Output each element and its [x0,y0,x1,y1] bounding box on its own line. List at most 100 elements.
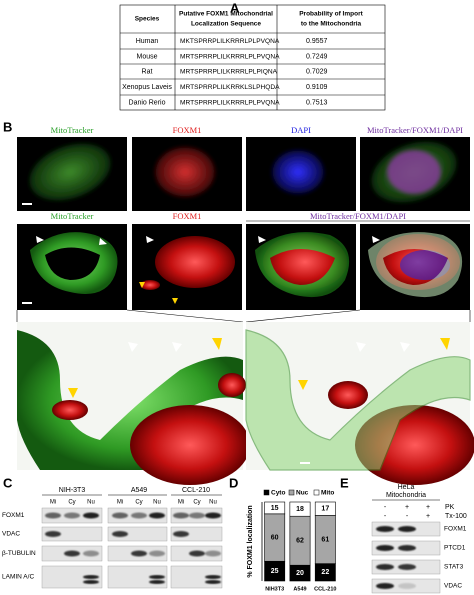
nucleus-render [140,280,160,290]
blot-band [64,550,80,557]
blot-strip [170,526,223,542]
treatment-sign: - [384,504,387,511]
western-blot: HeLa Mitochondria PK Tx-100 - + + - - + FOXM1 P… [371,484,467,594]
x-tick-label: CCL-210 [314,586,336,592]
blot-row-label: FOXM1 [2,512,25,519]
legend-swatch [263,489,270,496]
x-tick-label: A549 [293,586,306,592]
blot-band [189,550,205,557]
species-cell: Human [136,38,159,45]
arrowhead [258,236,266,243]
scale-bar [22,203,32,205]
blot-band [112,512,128,519]
blot-strip [41,526,103,542]
blot-band [83,512,99,519]
treatment-label: PK [445,504,455,511]
sequence-cell: MRTSPRRPLILKRRRLPLPVQNA [180,53,280,60]
table-border [119,4,386,111]
nucleus-render [130,405,250,485]
data-label: 22 [321,569,329,576]
table: Species Putative FOXM1 Mitochondrial Loc… [119,4,386,111]
mito-render [17,330,243,470]
scale-bar [300,462,310,464]
sequence-cell: MRTSPRRPLILKRRRLPLPVQNA [180,99,280,106]
legend-swatch [288,489,295,496]
cell-signal [272,150,324,194]
blot-band [376,564,394,570]
scale-bar [22,302,32,304]
lane-label: Nu [87,500,95,506]
panel-label: E [340,475,349,490]
arrowhead [139,282,145,288]
chart: % FOXM1 localization Cyto Nuc Mito 25 60 15 NIH… [247,490,337,593]
species-cell: Xenopus Laveis [122,84,172,91]
treatment-sign: + [426,504,430,511]
arrowhead [212,338,222,350]
mito-render [30,232,118,294]
mito-render [245,329,471,471]
data-label: 18 [296,506,304,513]
species-cell: Rat [142,68,153,75]
arrowhead [372,236,380,243]
arrowhead [172,298,178,304]
blot-band [376,545,394,551]
blot-band [149,575,165,579]
blot-band [376,526,394,532]
legend-label: Mito [321,490,334,497]
bar-segment [264,501,286,515]
blot-band [376,583,394,589]
blot-band [45,531,61,537]
arrowhead [356,342,366,352]
bar-segment [314,501,336,516]
blot-band [149,512,165,519]
lane-label: Mi [178,500,184,506]
panel-label: C [3,475,13,490]
blot-band [173,531,189,537]
blot-band [131,550,147,557]
arrowhead [128,342,138,352]
blot-title: HeLa [398,484,415,491]
cell-signal [155,147,215,197]
blot-band [131,512,147,519]
table-header: Probability of Import [299,11,363,18]
nucleus-render [155,236,235,288]
cell-signal [387,150,441,194]
probability-cell: 0.7513 [306,99,328,106]
channel-label: MitoTracker [51,211,94,221]
arrowhead [68,388,78,398]
blot-band [83,550,99,557]
sequence-cell: MKTSPRRPLILKRRRLPLPVQNA [180,38,280,45]
blot-band [83,580,99,584]
blot-band [205,575,221,579]
blot-band [205,580,221,584]
legend-label: Nuc [296,490,309,497]
blot-band [205,550,221,557]
probability-cell: 0.7249 [306,53,328,60]
legend-swatch [313,489,320,496]
blot-band [173,512,189,519]
species-cell: Mouse [136,53,157,60]
channel-label: FOXM1 [173,125,202,135]
cell-line-label: NIH-3T3 [59,487,86,494]
cell-line-label: CCL-210 [182,487,210,494]
blot-row-label: β-TUBULIN [2,550,36,557]
data-label: 20 [296,570,304,577]
zoom-line [245,309,361,323]
mito-render [368,232,463,298]
cell-line-label: A549 [131,487,147,494]
data-label: 61 [321,536,329,543]
treatment-sign: + [426,513,430,520]
blot-row-label: LAMIN A/C [2,574,34,581]
channel-label: MitoTracker/FOXM1/DAPI [310,211,406,221]
data-label: 60 [271,534,279,541]
arrowhead [99,238,107,245]
y-axis-title: % FOXM1 localization [247,505,254,577]
treatment-label: Tx-100 [445,513,467,520]
cell-signal [29,143,111,201]
treatment-sign: - [384,513,387,520]
arrowhead [36,236,44,243]
arrowhead [400,342,410,352]
lane-label: Cy [135,500,142,506]
micrograph-row: MitoTracker FOXM1 DAPI MitoTracker/FOXM1… [17,125,470,211]
blot-strip [107,526,168,542]
